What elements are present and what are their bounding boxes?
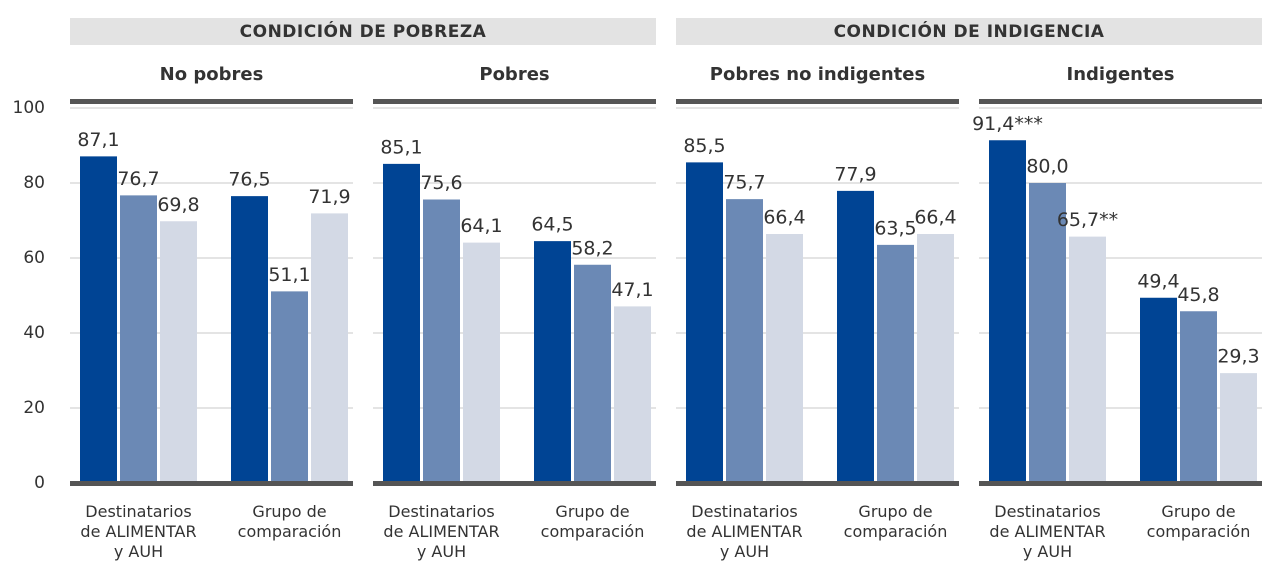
value-label: 77,9 [834,163,876,185]
header-label: CONDICIÓN DE INDIGENCIA [834,20,1105,42]
value-label: 75,7 [723,172,765,194]
bar [534,241,571,483]
bar [917,234,954,483]
bar [160,221,197,483]
panel-top-rule [70,99,353,104]
x-tick-label: Grupo de comparación [1146,502,1251,541]
value-label: 85,5 [683,135,725,157]
y-tick-label: 0 [34,473,45,493]
value-label: 45,8 [1177,284,1219,306]
value-label: 64,1 [460,215,502,237]
y-tick-label: 40 [23,323,45,343]
panel-top-rule [373,99,656,104]
panel-baseline [979,481,1262,486]
bar [686,162,723,483]
bar [1180,311,1217,483]
value-label: 69,8 [157,194,199,216]
panel-title: Pobres no indigentes [710,64,925,85]
x-tick-label: Destinatarios de ALIMENTAR y AUH [686,502,803,561]
panel-baseline [373,481,656,486]
value-label: 80,0 [1026,156,1068,178]
x-tick-label: Destinatarios de ALIMENTAR y AUH [383,502,500,561]
bar [766,234,803,483]
header-band [70,18,656,45]
value-label: 85,1 [380,136,422,158]
y-tick-label: 60 [23,248,45,268]
bar [837,190,874,483]
bar [1069,236,1106,483]
bar [423,199,460,483]
value-label: 49,4 [1137,270,1179,292]
value-label: 66,4 [763,207,805,229]
panel-top-rule [676,99,959,104]
bar [80,156,117,483]
panel-baseline [676,481,959,486]
value-label: 63,5 [874,217,916,239]
value-label: 65,7** [1057,209,1118,231]
bar [877,244,914,483]
panel-top-rule [979,99,1262,104]
header-band [676,18,1262,45]
x-tick-label: Destinatarios de ALIMENTAR y AUH [989,502,1106,561]
header-label: CONDICIÓN DE POBREZA [240,20,487,42]
y-tick-label: 80 [23,173,45,193]
bar [1029,183,1066,483]
value-label: 91,4*** [972,113,1043,135]
value-label: 71,9 [308,186,350,208]
bar [1140,297,1177,483]
x-tick-label: Grupo de comparación [237,502,342,541]
value-label: 75,6 [420,172,462,194]
value-label: 64,5 [531,214,573,236]
y-tick-label: 100 [13,98,45,118]
panel-title: Indigentes [1067,64,1175,85]
value-label: 66,4 [914,207,956,229]
bar [989,140,1026,483]
bar [231,196,268,483]
bar [574,264,611,483]
panel-title: Pobres [479,64,549,85]
bar [726,199,763,483]
value-label: 76,7 [117,168,159,190]
y-tick-label: 20 [23,398,45,418]
x-tick-label: Destinatarios de ALIMENTAR y AUH [80,502,197,561]
bar [383,163,420,483]
panel-title: No pobres [160,64,264,85]
value-label: 76,5 [228,169,270,191]
bar [1220,373,1257,483]
bar [463,242,500,483]
value-label: 58,2 [571,237,613,259]
panel-baseline [70,481,353,486]
bar [120,195,157,483]
x-tick-label: Grupo de comparación [540,502,645,541]
x-tick-label: Grupo de comparación [843,502,948,541]
bar [271,291,308,483]
bar [311,213,348,483]
value-label: 29,3 [1217,346,1259,368]
bar [614,306,651,483]
value-label: 51,1 [268,264,310,286]
value-label: 47,1 [611,279,653,301]
value-label: 87,1 [77,129,119,151]
